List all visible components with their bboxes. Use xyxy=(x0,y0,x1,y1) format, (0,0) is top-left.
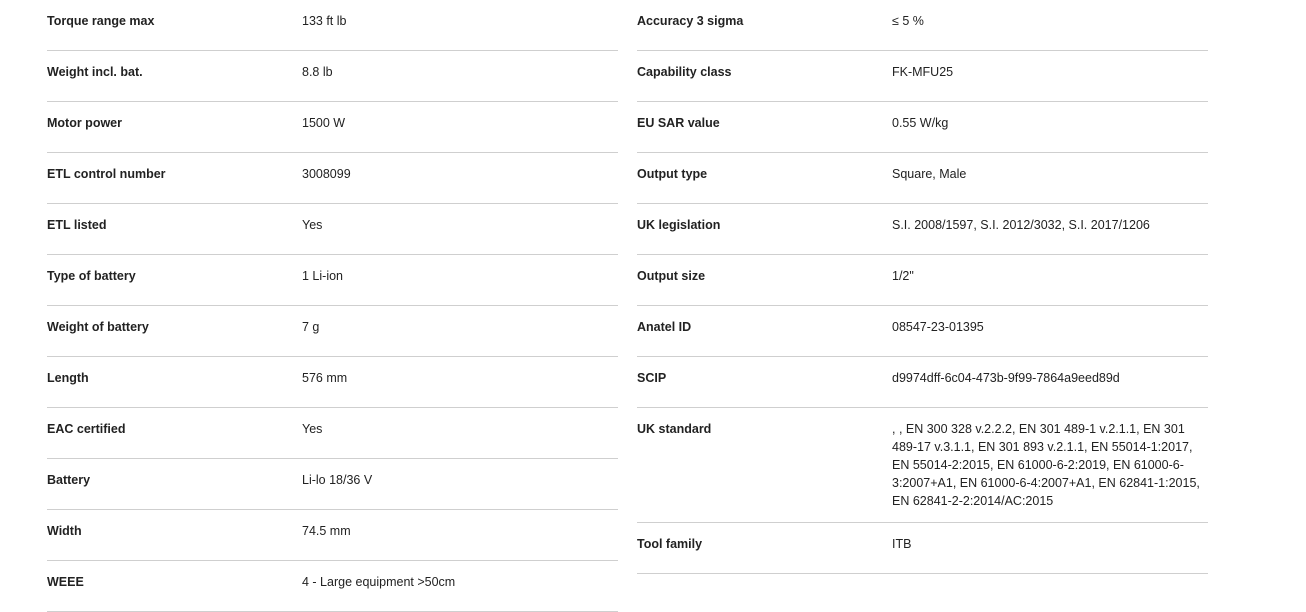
spec-label: Accuracy 3 sigma xyxy=(637,14,744,28)
spec-label: Tool family xyxy=(637,537,703,551)
spec-value: ≤ 5 % xyxy=(892,14,924,28)
spec-row: ETL control number 3008099 xyxy=(47,153,618,204)
spec-label: Weight of battery xyxy=(47,320,149,334)
spec-row: Width 74.5 mm xyxy=(47,510,618,561)
spec-row: Weight of battery 7 g xyxy=(47,306,618,357)
spec-row: Output size 1/2" xyxy=(637,255,1208,306)
spec-row: EAC certified Yes xyxy=(47,408,618,459)
spec-value: 1/2" xyxy=(892,269,914,283)
spec-label: EAC certified xyxy=(47,422,126,436)
spec-row: Torque range max 133 ft lb xyxy=(47,0,618,51)
spec-label: Type of battery xyxy=(47,269,136,283)
spec-row: Type of battery 1 Li-ion xyxy=(47,255,618,306)
spec-value: 1500 W xyxy=(302,116,346,130)
spec-value: 0.55 W/kg xyxy=(892,116,949,130)
spec-label: EU SAR value xyxy=(637,116,720,130)
spec-value: 08547-23-01395 xyxy=(892,320,984,334)
spec-value: , , EN 300 328 v.2.2.2, EN 301 489-1 v.2… xyxy=(892,422,1200,508)
spec-label: Battery xyxy=(47,473,91,487)
spec-row: Capability class FK-MFU25 xyxy=(637,51,1208,102)
spec-row: EU SAR value 0.55 W/kg xyxy=(637,102,1208,153)
spec-label: Capability class xyxy=(637,65,732,79)
spec-label: ETL control number xyxy=(47,167,166,181)
spec-value: 74.5 mm xyxy=(302,524,351,538)
spec-value: Li-lo 18/36 V xyxy=(302,473,373,487)
spec-row: Tool family ITB xyxy=(637,523,1208,574)
spec-table-left: Torque range max 133 ft lb Weight incl. ba… xyxy=(47,0,618,612)
spec-label: Output type xyxy=(637,167,708,181)
spec-value: ITB xyxy=(892,537,912,551)
spec-value: 4 - Large equipment >50cm xyxy=(302,575,456,589)
spec-table-right: Accuracy 3 sigma ≤ 5 % Capability class FK-… xyxy=(637,0,1208,574)
spec-value: 8.8 lb xyxy=(302,65,333,79)
spec-label: WEEE xyxy=(47,575,84,589)
spec-value: Yes xyxy=(302,218,323,232)
spec-value: 7 g xyxy=(302,320,320,334)
spec-row: Accuracy 3 sigma ≤ 5 % xyxy=(637,0,1208,51)
spec-value: FK-MFU25 xyxy=(892,65,954,79)
spec-value: S.I. 2008/1597, S.I. 2012/3032, S.I. 201… xyxy=(892,218,1150,232)
spec-row: Output type Square, Male xyxy=(637,153,1208,204)
spec-value: 1 Li-ion xyxy=(302,269,343,283)
spec-label: Torque range max xyxy=(47,14,155,28)
spec-value: d9974dff-6c04-473b-9f99-7864a9eed89d xyxy=(892,371,1120,385)
spec-label: UK standard xyxy=(637,422,712,436)
spec-row: Length 576 mm xyxy=(47,357,618,408)
spec-value: Square, Male xyxy=(892,167,967,181)
spec-label: ETL listed xyxy=(47,218,107,232)
spec-row: Motor power 1500 W xyxy=(47,102,618,153)
spec-value: 133 ft lb xyxy=(302,14,347,28)
spec-label: Length xyxy=(47,371,89,385)
spec-row: WEEE 4 - Large equipment >50cm xyxy=(47,561,618,612)
spec-label: Motor power xyxy=(47,116,122,130)
spec-label: Width xyxy=(47,524,82,538)
spec-label: Anatel ID xyxy=(637,320,692,334)
spec-row: UK standard , , EN 300 328 v.2.2.2, EN 30… xyxy=(637,408,1208,523)
spec-row: Anatel ID 08547-23-01395 xyxy=(637,306,1208,357)
spec-label: UK legislation xyxy=(637,218,721,232)
spec-row: Weight incl. bat. 8.8 lb xyxy=(47,51,618,102)
spec-row: SCIP d9974dff-6c04-473b-9f99-7864a9eed89d xyxy=(637,357,1208,408)
spec-value: 576 mm xyxy=(302,371,348,385)
spec-row: UK legislation S.I. 2008/1597, S.I. 2012/… xyxy=(637,204,1208,255)
spec-row: Battery Li-lo 18/36 V xyxy=(47,459,618,510)
spec-label: Weight incl. bat. xyxy=(47,65,143,79)
spec-value: Yes xyxy=(302,422,323,436)
spec-value: 3008099 xyxy=(302,167,351,181)
spec-label: Output size xyxy=(637,269,706,283)
spec-label: SCIP xyxy=(637,371,667,385)
spec-row: ETL listed Yes xyxy=(47,204,618,255)
